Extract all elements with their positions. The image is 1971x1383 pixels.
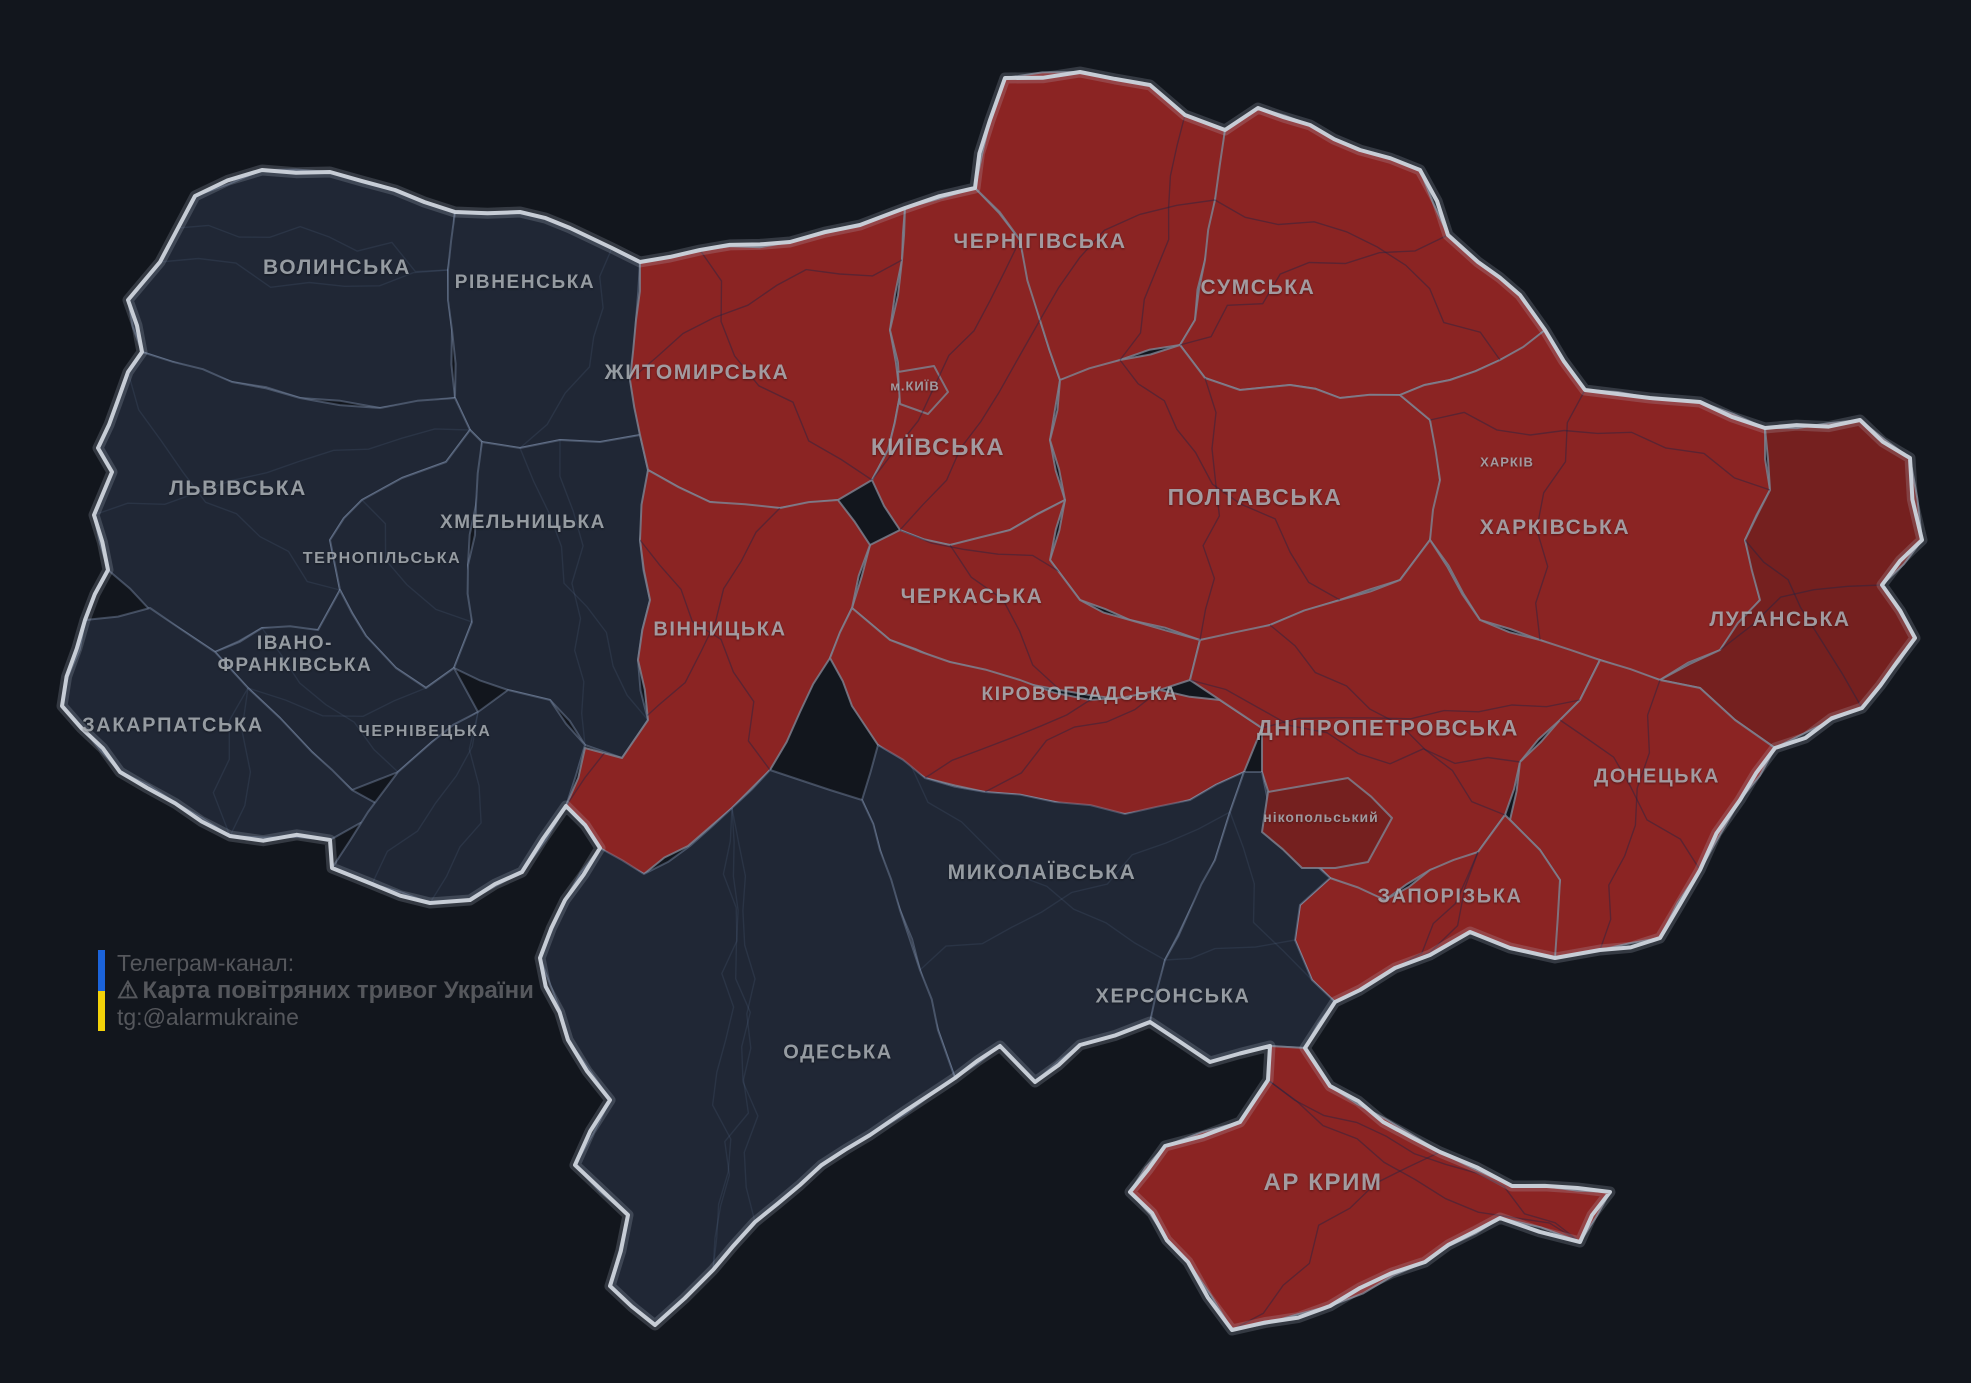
raion-borders-ivano-frankivsk xyxy=(247,627,427,773)
raion-borders-chernivtsi xyxy=(371,711,482,903)
region-kyiv-city[interactable] xyxy=(897,365,949,415)
raion-borders-lviv xyxy=(94,371,470,591)
regions-layer xyxy=(61,71,1923,1331)
raion-borders-layer xyxy=(94,114,1883,1330)
raion-borders-mykolaiv xyxy=(877,745,1231,971)
raion-borders-odesa xyxy=(711,807,759,1271)
raion-borders-kherson xyxy=(1164,811,1313,981)
raion-borders-zhytomyr xyxy=(630,249,903,481)
warning-icon: ⚠ xyxy=(117,977,139,1004)
raion-borders-sumy xyxy=(1180,199,1501,361)
region-vinnytsia[interactable] xyxy=(565,469,871,875)
ukraine-flag-bar xyxy=(98,950,105,1031)
raion-borders-kyiv xyxy=(872,239,1041,531)
raion-borders-kirovohrad xyxy=(924,689,1161,793)
raion-borders-dnipro xyxy=(1190,624,1581,816)
raion-borders-luhansk xyxy=(1719,539,1883,709)
raion-borders-donetsk xyxy=(1559,679,1701,951)
raion-borders-zakarpattia xyxy=(212,687,252,837)
raion-borders-kharkiv xyxy=(1429,389,1770,641)
map-title: ⚠ Карта повітряних тривог України xyxy=(117,977,534,1004)
raion-borders-chernihiv xyxy=(1039,114,1216,361)
raion-borders-rivne xyxy=(519,247,613,448)
telegram-channel-caption: Телеграм-канал: xyxy=(117,950,295,976)
region-zaporizhzhia[interactable] xyxy=(1294,814,1561,1003)
map-title-text: Карта повітряних тривог України xyxy=(142,977,534,1004)
region-nikopolskyi[interactable] xyxy=(1261,777,1393,869)
raion-borders-vinnytsia xyxy=(566,507,781,807)
raion-borders-khmelnytskyi xyxy=(519,439,649,746)
flag-blue-stripe xyxy=(98,950,105,991)
raion-borders-poltava xyxy=(1119,359,1341,640)
raion-borders-ternopil xyxy=(361,499,473,623)
telegram-handle: tg:@alarmukraine xyxy=(117,1004,299,1030)
country-outline-main xyxy=(60,70,1924,1332)
flag-yellow-stripe xyxy=(98,990,105,1031)
raion-borders-volyn xyxy=(159,224,449,289)
country-outline-layer xyxy=(56,66,1928,1336)
region-donetsk[interactable] xyxy=(1509,659,1776,959)
raion-borders-crimea xyxy=(1231,1079,1581,1330)
telegram-channel-info: Телеграм-канал: ⚠ Карта повітряних тривог… xyxy=(98,950,534,1031)
